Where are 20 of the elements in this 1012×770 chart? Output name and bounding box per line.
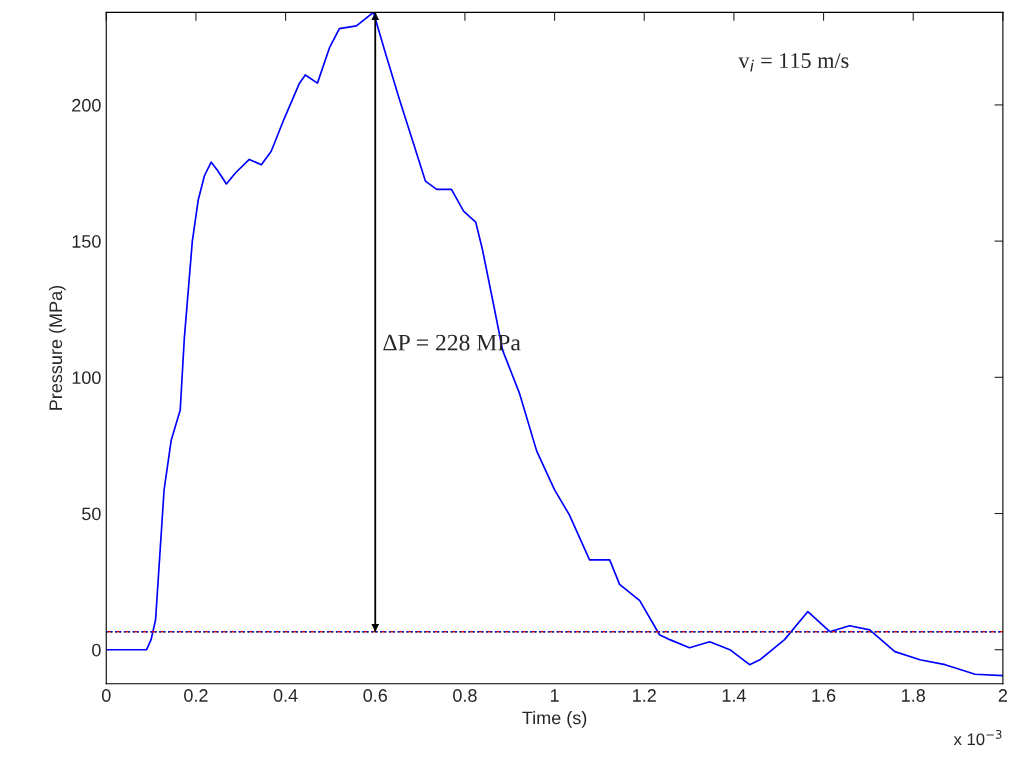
x-tick-label: 0.4 <box>273 689 298 702</box>
annotation: v$_{i}$ = 115 m/s <box>738 53 849 72</box>
x-tick-label: 1.8 <box>902 689 925 702</box>
y-axis-title: Pressure (MPa) <box>48 285 66 410</box>
x-tick-label: 0.2 <box>184 689 208 702</box>
x-tick-label: 1.6 <box>812 689 836 702</box>
x-tick-label: 0 <box>101 689 111 702</box>
y-tick-label: 50 <box>82 507 101 521</box>
text: x 10$^{−3}$ <box>953 729 1002 746</box>
x-tick-label: 2 <box>998 689 1008 702</box>
x-tick-label: 1.4 <box>722 689 746 702</box>
y-tick-label: 0 <box>92 643 101 657</box>
y-tick-label: 100 <box>72 371 101 385</box>
y-tick-label: 150 <box>72 235 101 248</box>
x-tick-label: 0.8 <box>453 689 477 702</box>
x-axis-title: Time (s) <box>522 711 587 728</box>
y-tick-label: 200 <box>72 98 101 112</box>
x-tick-label: 1 <box>550 689 559 702</box>
x-tick-label: 1.2 <box>633 689 656 702</box>
x-tick-label: 0.6 <box>363 689 388 702</box>
